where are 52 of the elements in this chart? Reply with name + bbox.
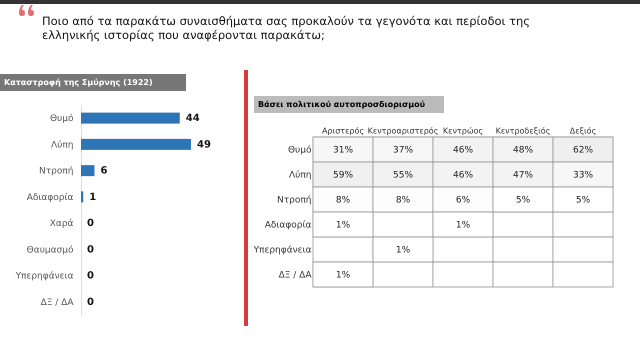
y-tick-label: ΔΞ / ΔΑ — [278, 270, 312, 280]
data-label: 62% — [572, 146, 594, 156]
data-label: 48% — [512, 146, 534, 156]
x-tick-label: Δεξιός — [570, 126, 596, 136]
data-label: 46% — [452, 170, 474, 180]
y-tick-label: Λύπη — [51, 139, 74, 150]
y-tick-label: ΔΞ / ΔΑ — [40, 298, 74, 308]
data-label: 1% — [336, 220, 351, 230]
bar — [81, 138, 191, 150]
data-label: 0 — [87, 244, 94, 256]
data-label: 59% — [332, 170, 354, 180]
x-tick-label: Κεντροδεξιός — [496, 126, 550, 136]
data-label: 1 — [89, 192, 96, 203]
data-label: 6% — [456, 196, 471, 206]
y-tick-label: Υπερηφάνεια — [252, 244, 312, 256]
data-label: 37% — [392, 146, 414, 156]
y-tick-label: Θαυμασμό — [26, 244, 74, 256]
data-label: 55% — [392, 170, 414, 180]
y-tick-label: Λύπη — [289, 170, 312, 180]
data-label: 1% — [336, 270, 351, 280]
bar — [81, 112, 180, 124]
y-tick-label: Αδιαφορία — [264, 220, 312, 230]
data-label: 44 — [186, 113, 200, 124]
data-label: 5% — [576, 196, 591, 206]
y-tick-label: Θυμό — [50, 113, 74, 124]
data-label: 0 — [87, 218, 94, 230]
y-tick-label: Θυμό — [288, 144, 312, 156]
text: Ποιο από τα παρακάτω συναισθήματα σας προκαλούν τα γεγονότα και περίοδοι της ελληνικής ιστορίας που αναφέρονται παρακάτω; — [42, 14, 532, 42]
data-label: 1% — [456, 220, 471, 230]
data-label: 1% — [396, 246, 411, 256]
data-label: 6 — [100, 166, 108, 177]
data-label: 46% — [452, 146, 474, 156]
data-label: 33% — [572, 170, 594, 180]
x-tick-label: Αριστερός — [322, 126, 364, 136]
data-label: 5% — [516, 196, 531, 206]
chart-subtitle: Καταστροφή της Σμύρνης (1922) — [0, 74, 186, 91]
x-tick-label: Κεντρώος — [442, 126, 484, 136]
data-label: 31% — [332, 146, 354, 156]
data-label: 0 — [87, 270, 94, 282]
data-label: 8% — [396, 196, 411, 206]
y-tick-label: Αδιαφορία — [26, 192, 74, 203]
data-label: 47% — [512, 170, 534, 180]
y-tick-label: Χαρά — [50, 218, 74, 230]
chart-title: Βάσει πολιτικού αυτοπροσδιορισμού — [254, 96, 444, 113]
y-tick-label: Υπερηφάνεια — [14, 270, 74, 282]
data-label: 0 — [87, 296, 94, 308]
y-tick-label: Ντροπή — [39, 166, 74, 177]
bar — [81, 165, 94, 176]
y-tick-label: Ντροπή — [277, 194, 312, 206]
x-tick-label: Κεντροαριστερός — [368, 126, 438, 136]
data-label: 49 — [197, 139, 211, 150]
data-label: 8% — [336, 196, 351, 206]
